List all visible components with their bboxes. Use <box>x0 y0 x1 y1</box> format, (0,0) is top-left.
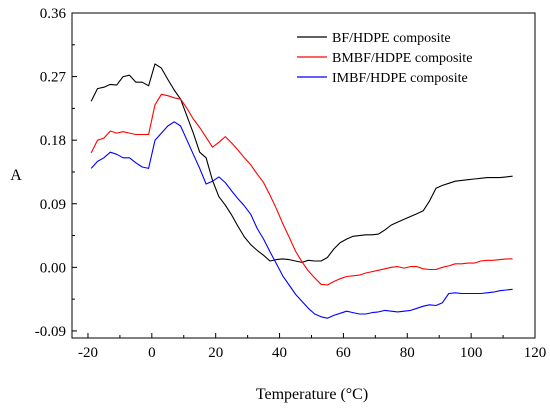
series-line-3 <box>90 121 513 319</box>
legend-label-1: BF/HDPE composite <box>332 31 451 46</box>
y-tick-label: 0.09 <box>40 197 66 213</box>
x-tick-label: 120 <box>524 345 547 361</box>
legend-label-3: IMBF/HDPE composite <box>332 71 468 86</box>
x-axis: -20 0 20 40 60 80 100 120 <box>78 333 546 361</box>
x-tick-label: 100 <box>460 345 483 361</box>
y-tick-label: 0.36 <box>40 6 67 22</box>
y-tick-label: 0.00 <box>40 260 66 276</box>
x-axis-label: Temperature (°C) <box>256 386 368 403</box>
x-tick-label: 20 <box>208 345 223 361</box>
plot-frame <box>71 12 536 339</box>
y-tick-label: 0.27 <box>40 70 67 86</box>
x-tick-label: 40 <box>272 345 287 361</box>
series-line-1 <box>90 63 513 263</box>
y-axis-label: A <box>10 167 22 184</box>
x-tick-label: 60 <box>336 345 351 361</box>
legend-label-2: BMBF/HDPE composite <box>332 51 472 66</box>
x-tick-label: 80 <box>400 345 415 361</box>
x-tick-label: 0 <box>148 345 156 361</box>
x-tick-label: -20 <box>78 345 98 361</box>
legend: BF/HDPE composite BMBF/HDPE composite IMBF… <box>297 31 472 86</box>
series-line-2 <box>90 93 513 286</box>
y-tick-label: -0.09 <box>35 324 66 340</box>
plot-border <box>71 12 536 339</box>
y-axis: -0.09 0.00 0.09 0.18 0.27 0.36 <box>35 6 77 340</box>
series-group <box>90 63 513 319</box>
y-tick-label: 0.18 <box>40 133 66 149</box>
